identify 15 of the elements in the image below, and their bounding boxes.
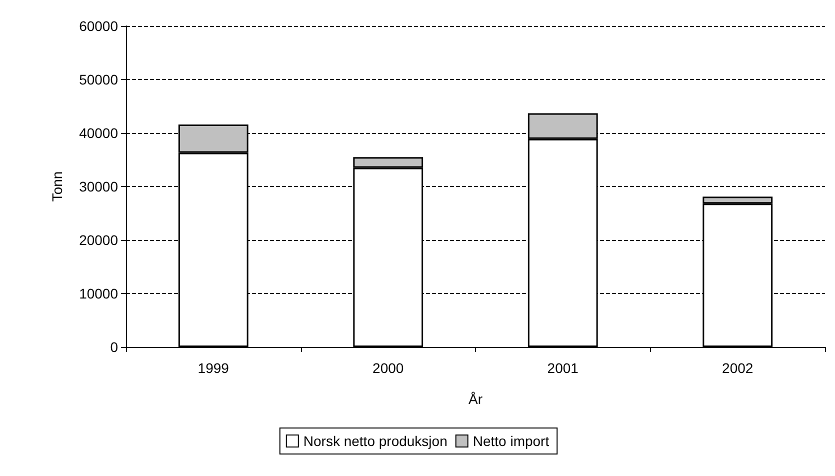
legend-label: Norsk netto produksjon [303, 433, 448, 449]
y-tick-label: 10000 [79, 286, 118, 302]
x-tick-label: 2002 [722, 360, 754, 376]
x-tick-label: 2001 [547, 360, 579, 376]
x-tick-label: 1999 [198, 360, 230, 376]
legend-label: Netto import [472, 433, 550, 449]
y-axis-title: Tonn [49, 171, 65, 202]
y-tick-label: 30000 [79, 178, 118, 194]
y-tick-label: 0 [110, 339, 118, 355]
x-axis-title: År [468, 391, 483, 407]
y-tick-label: 50000 [79, 72, 118, 88]
x-tick-label: 2000 [372, 360, 404, 376]
y-tick-label: 40000 [79, 125, 118, 141]
y-tick-label: 20000 [79, 232, 118, 248]
y-tick-label: 60000 [79, 18, 118, 34]
